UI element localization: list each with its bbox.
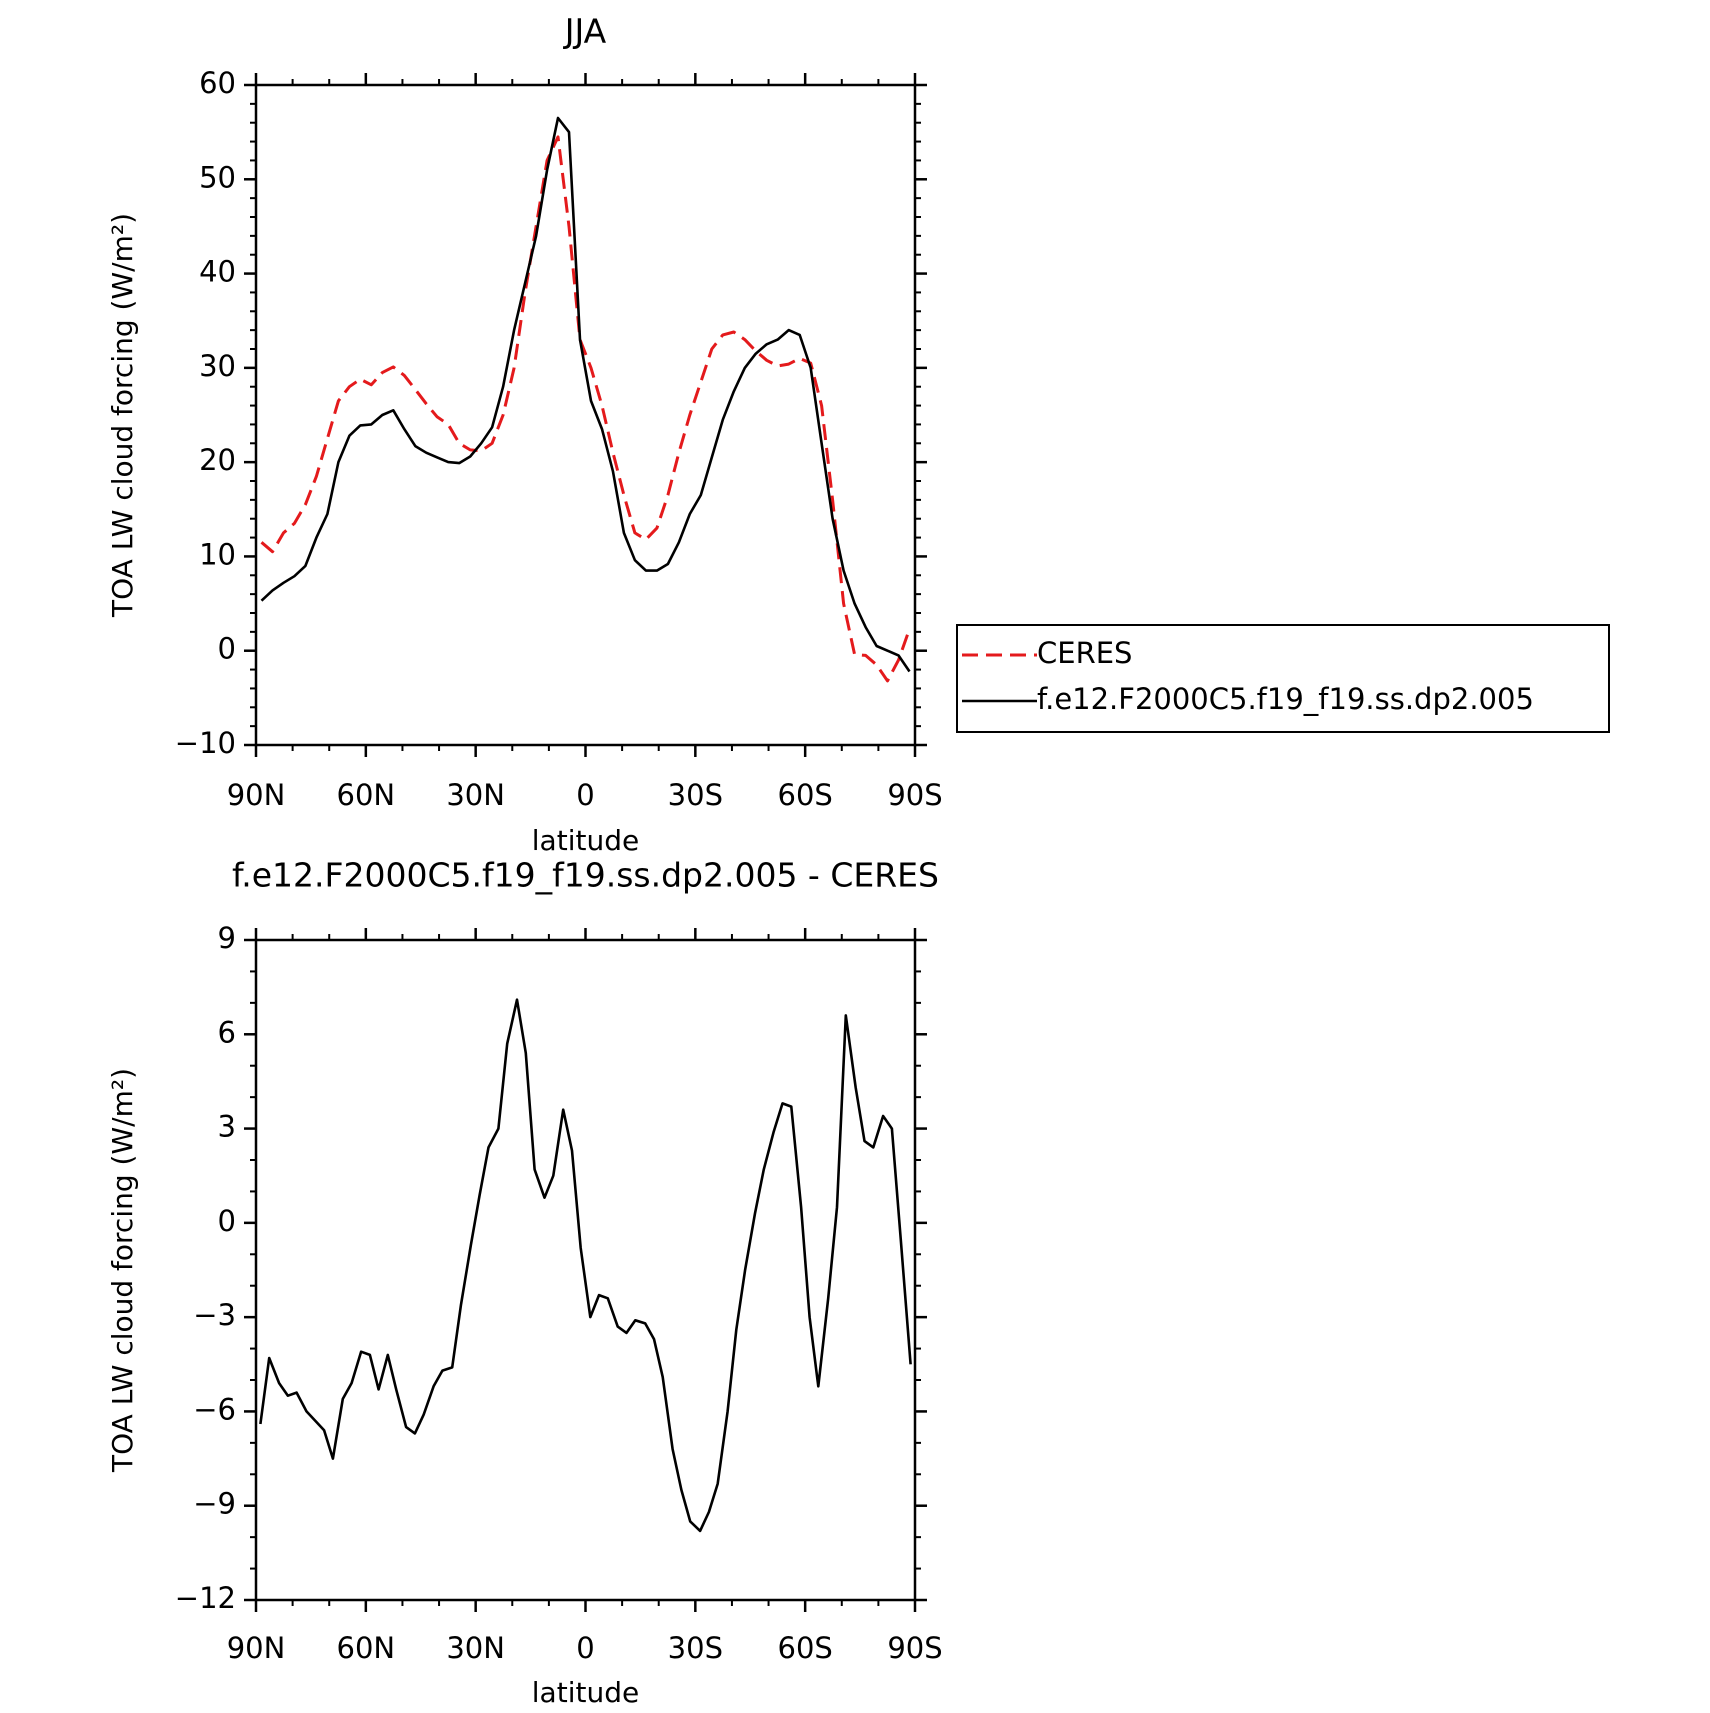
x-tick-label: 60N: [337, 1631, 396, 1665]
y-tick-label: 9: [218, 921, 236, 955]
y-tick-label: 10: [199, 537, 236, 571]
x-tick-label: 30N: [446, 1631, 505, 1665]
y-tick-label: −6: [193, 1392, 236, 1426]
x-tick-label: 60S: [778, 1631, 833, 1665]
y-tick-label: −3: [193, 1298, 236, 1332]
x-tick-label: 0: [576, 1631, 594, 1665]
y-tick-label: −12: [175, 1581, 236, 1615]
x-tick-label: 90S: [887, 778, 942, 812]
y-tick-label: 50: [199, 160, 236, 194]
x-tick-label: 90S: [887, 1631, 942, 1665]
y-tick-label: 0: [218, 632, 236, 666]
x-tick-label: 30S: [668, 1631, 723, 1665]
y-axis-label: TOA LW cloud forcing (W/m²): [106, 213, 139, 618]
data-line: [260, 116, 911, 673]
x-tick-label: 60N: [337, 778, 396, 812]
x-tick-label: 30S: [668, 778, 723, 812]
y-tick-label: −9: [193, 1487, 236, 1521]
plot-frame: [254, 938, 917, 1602]
y-tick-label: 20: [199, 443, 236, 477]
data-line: [259, 998, 912, 1533]
x-tick-label: 0: [576, 778, 594, 812]
y-tick-label: −10: [175, 726, 236, 760]
chart-title: JJA: [563, 12, 607, 51]
y-tick-label: 40: [199, 255, 236, 289]
x-tick-label: 90N: [227, 1631, 286, 1665]
x-tick-label: 30N: [446, 778, 505, 812]
x-tick-label: 90N: [227, 778, 286, 812]
y-tick-label: 60: [199, 66, 236, 100]
legend-box: [956, 624, 1610, 733]
legend-label: CERES: [1037, 636, 1132, 670]
y-tick-label: 30: [199, 349, 236, 383]
x-axis-label: latitude: [532, 1676, 639, 1709]
x-axis-label: latitude: [532, 824, 639, 857]
x-tick-label: 60S: [778, 778, 833, 812]
data-line: [260, 135, 911, 683]
y-tick-label: 0: [218, 1204, 236, 1238]
legend-label: f.e12.F2000C5.f19_f19.ss.dp2.005: [1037, 682, 1534, 716]
y-tick-label: 6: [218, 1015, 236, 1049]
y-axis-label: TOA LW cloud forcing (W/m²): [106, 1068, 139, 1473]
plot-frame: [254, 83, 917, 747]
chart-title: f.e12.F2000C5.f19_f19.ss.dp2.005 - CERES: [232, 856, 939, 895]
y-tick-label: 3: [218, 1110, 236, 1144]
